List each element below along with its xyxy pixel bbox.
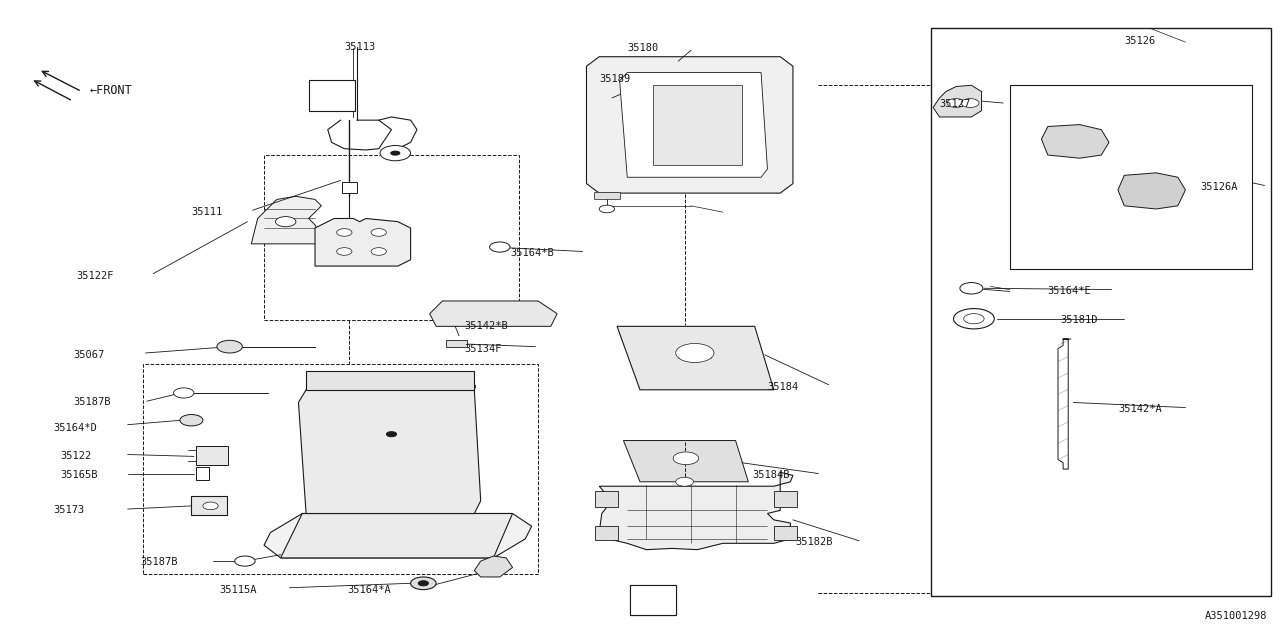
Text: 35164*D: 35164*D (54, 423, 97, 433)
Text: 35164*C: 35164*C (385, 442, 429, 452)
Bar (630, 584, 676, 615)
Text: 35187B: 35187B (141, 557, 178, 567)
Circle shape (180, 415, 202, 426)
Polygon shape (933, 85, 982, 117)
Bar (447, 340, 467, 348)
Bar (774, 526, 796, 540)
Text: 35127: 35127 (940, 99, 970, 109)
Polygon shape (623, 440, 749, 482)
Text: 35137: 35137 (321, 490, 352, 499)
Circle shape (419, 580, 429, 586)
Bar (197, 467, 209, 480)
Polygon shape (475, 556, 512, 577)
Text: 35121: 35121 (362, 467, 393, 477)
Circle shape (216, 340, 242, 353)
Circle shape (411, 577, 436, 589)
Text: 35115A: 35115A (219, 584, 257, 595)
Circle shape (490, 242, 509, 252)
Bar (192, 497, 227, 515)
Bar (143, 364, 538, 574)
Text: 35122: 35122 (60, 451, 91, 461)
Text: 35067: 35067 (73, 350, 104, 360)
Text: 35134F: 35134F (465, 344, 502, 353)
Text: A351001298: A351001298 (1204, 611, 1267, 621)
Polygon shape (280, 513, 512, 558)
Bar (595, 492, 618, 507)
Text: ←FRONT: ←FRONT (90, 84, 132, 97)
Circle shape (947, 99, 965, 108)
Circle shape (954, 308, 995, 329)
Text: 35164*A: 35164*A (347, 584, 390, 595)
Circle shape (447, 317, 465, 326)
Bar (308, 80, 355, 111)
Text: 35113: 35113 (344, 42, 375, 52)
Polygon shape (653, 85, 742, 164)
Polygon shape (430, 301, 557, 326)
Text: A: A (649, 591, 657, 601)
Bar (595, 526, 618, 540)
Circle shape (371, 248, 387, 255)
Circle shape (337, 248, 352, 255)
Bar (630, 584, 676, 615)
Polygon shape (1117, 173, 1185, 209)
Circle shape (960, 283, 983, 294)
Polygon shape (251, 196, 321, 244)
Polygon shape (1042, 125, 1108, 158)
Circle shape (308, 496, 329, 506)
Text: 35184: 35184 (768, 381, 799, 392)
Circle shape (308, 381, 329, 392)
Bar (197, 445, 228, 465)
Text: 35164*B: 35164*B (509, 248, 554, 259)
Text: 35126A: 35126A (1201, 182, 1238, 192)
Text: 35164*E: 35164*E (1048, 287, 1092, 296)
Text: A: A (328, 86, 335, 97)
Circle shape (234, 556, 255, 566)
Bar (342, 182, 357, 193)
Text: 35142*B: 35142*B (465, 321, 508, 332)
Circle shape (456, 496, 476, 506)
Text: 35187B: 35187B (73, 397, 110, 408)
Polygon shape (599, 472, 792, 550)
Text: 35111: 35111 (192, 207, 223, 217)
Text: 35181D: 35181D (1061, 315, 1098, 325)
Polygon shape (264, 513, 531, 558)
Text: 35122F: 35122F (77, 271, 114, 280)
Text: 35165B: 35165B (60, 470, 97, 481)
Circle shape (456, 381, 476, 392)
Circle shape (599, 205, 614, 212)
Circle shape (961, 99, 979, 108)
Polygon shape (620, 72, 768, 177)
Text: 35126: 35126 (1124, 36, 1156, 46)
Bar (264, 155, 518, 320)
Circle shape (964, 314, 984, 324)
Polygon shape (586, 57, 792, 193)
Circle shape (337, 228, 352, 236)
Bar (774, 492, 796, 507)
Text: 35180: 35180 (627, 44, 658, 54)
Circle shape (387, 431, 397, 436)
Text: 35142*A: 35142*A (1117, 404, 1162, 414)
Circle shape (275, 216, 296, 227)
Circle shape (376, 427, 407, 442)
Polygon shape (298, 390, 481, 513)
Circle shape (676, 477, 694, 486)
Circle shape (371, 228, 387, 236)
Circle shape (673, 452, 699, 465)
Text: 35184B: 35184B (753, 470, 790, 481)
Circle shape (380, 145, 411, 161)
Bar (594, 192, 620, 200)
Bar (931, 28, 1271, 596)
Polygon shape (617, 326, 774, 390)
Polygon shape (315, 218, 411, 266)
Circle shape (390, 150, 401, 156)
Circle shape (174, 388, 195, 398)
Text: A: A (649, 591, 657, 601)
Bar (1010, 85, 1252, 269)
Circle shape (676, 344, 714, 362)
Text: 35173: 35173 (54, 506, 84, 515)
Text: 35182B: 35182B (795, 537, 833, 547)
Polygon shape (306, 371, 475, 390)
Text: 35189: 35189 (599, 74, 631, 84)
Circle shape (202, 502, 218, 509)
